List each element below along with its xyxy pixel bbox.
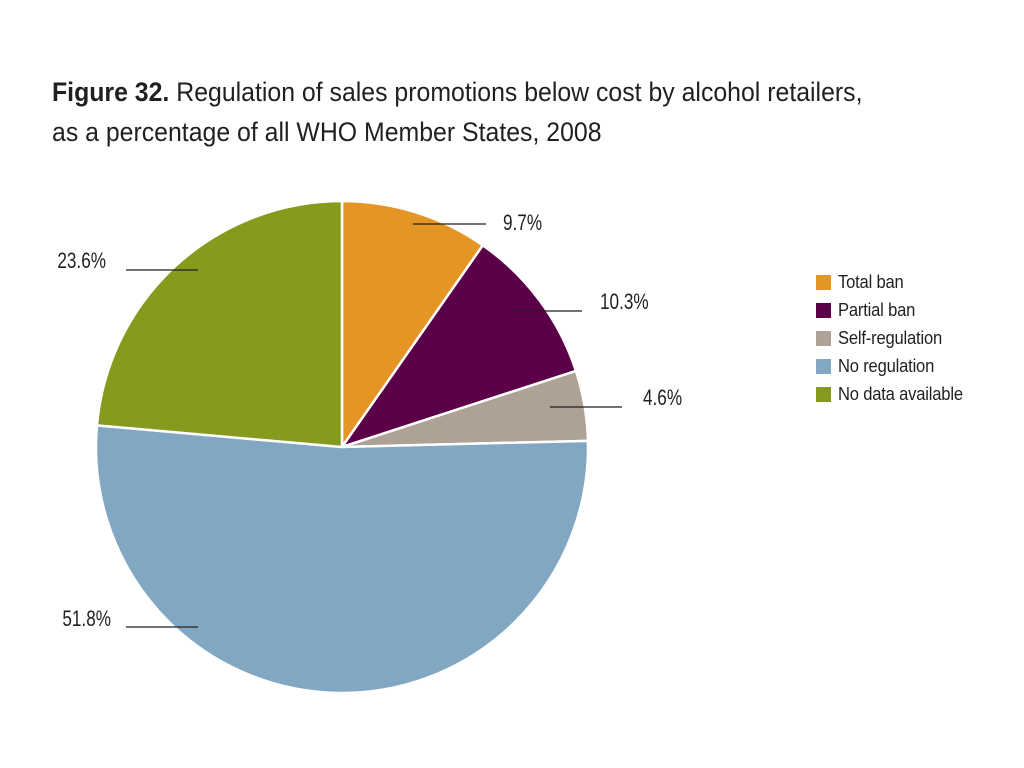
pie-slices	[94, 199, 590, 695]
figure-title: Figure 32. Regulation of sales promotion…	[52, 72, 940, 152]
legend-label: No data available	[838, 383, 963, 404]
data-label: 23.6%	[57, 249, 106, 274]
legend-item: Partial ban	[816, 296, 974, 324]
legend-item: Total ban	[816, 268, 974, 296]
figure-title-line-2: as a percentage of all WHO Member States…	[52, 117, 602, 147]
figure-title-line-1: Regulation of sales promotions below cos…	[176, 77, 863, 107]
legend-label: Self-regulation	[838, 327, 943, 348]
pie-slice-partial-ban	[340, 244, 578, 449]
leader-lines	[126, 223, 622, 628]
legend-item: No data available	[816, 380, 974, 408]
legend-swatch	[816, 330, 831, 346]
legend-item: No regulation	[816, 352, 974, 380]
data-labels: 9.7% 10.3% 4.6% 51.8% 23.6%	[57, 211, 682, 632]
legend-item: Self-regulation	[816, 324, 974, 352]
data-label: 51.8%	[62, 607, 111, 632]
data-label: 9.7%	[503, 211, 542, 236]
figure-number: Figure 32.	[52, 77, 170, 107]
legend-label: Total ban	[838, 271, 904, 292]
legend-swatch	[816, 386, 831, 402]
legend: Total ban Partial ban Self-regulation No re…	[816, 268, 974, 408]
pie-slice-total-ban	[340, 199, 485, 449]
legend-swatch	[816, 274, 831, 290]
legend-swatch	[816, 302, 831, 318]
data-label: 10.3%	[600, 290, 649, 315]
legend-swatch	[816, 358, 831, 374]
legend-label: No regulation	[838, 355, 935, 376]
pie-slice-no-data-available	[95, 199, 344, 449]
data-label: 4.6%	[643, 386, 682, 411]
pie-slice-no-regulation	[94, 424, 590, 695]
legend-label: Partial ban	[838, 299, 916, 320]
